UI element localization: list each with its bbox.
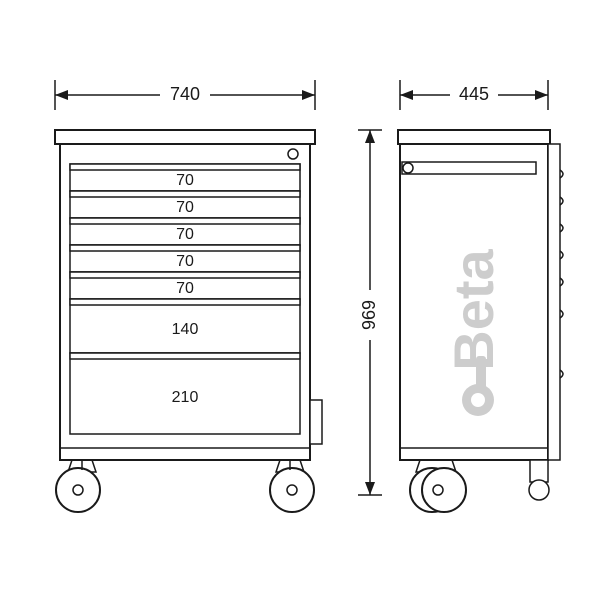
dimension-drawing: 740 445 969 70 — [0, 0, 600, 600]
wheel-left — [56, 460, 100, 512]
drawer-end-strip — [548, 144, 563, 460]
dim-width-front-value: 740 — [170, 84, 200, 104]
front-view: 70 70 70 70 70 140 210 — [55, 130, 322, 512]
drawer-label: 70 — [176, 226, 194, 243]
side-view: Beta — [398, 130, 563, 512]
drawer-label: 70 — [176, 172, 194, 189]
drawer-label: 140 — [172, 321, 199, 338]
drawer-label: 70 — [176, 199, 194, 216]
dim-height: 969 — [358, 130, 382, 495]
caster-bracket-right — [529, 460, 549, 500]
dim-width-front: 740 — [55, 80, 315, 110]
dim-width-side-value: 445 — [459, 84, 489, 104]
wheel-side — [410, 460, 466, 512]
side-bumper — [310, 400, 322, 444]
side-handle — [402, 162, 536, 174]
drawer-label: 70 — [176, 280, 194, 297]
svg-text:Beta: Beta — [442, 248, 505, 370]
drawer-label: 70 — [176, 253, 194, 270]
dim-width-side: 445 — [400, 80, 548, 110]
drawers-front: 70 70 70 70 70 140 210 — [70, 164, 300, 434]
dim-height-value: 969 — [359, 300, 379, 330]
wheel-right — [270, 460, 314, 512]
drawer-label: 210 — [172, 389, 199, 406]
lock-icon — [288, 149, 298, 159]
